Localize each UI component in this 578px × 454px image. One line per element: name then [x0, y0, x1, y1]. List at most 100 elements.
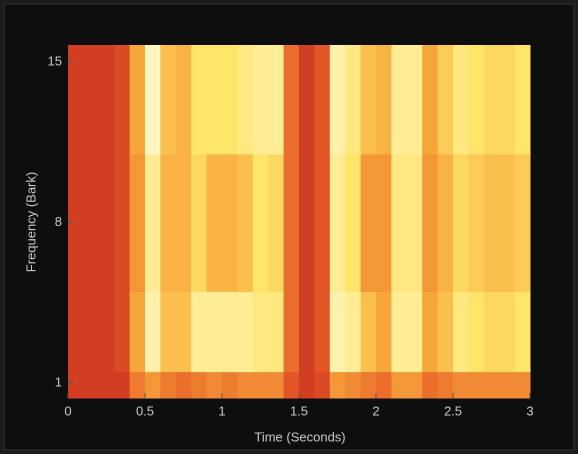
heat-cell: [207, 45, 223, 154]
heat-cell: [145, 291, 161, 372]
heat-cell: [145, 45, 161, 154]
heat-cell: [253, 45, 269, 154]
heat-cell: [407, 291, 423, 372]
heat-cell: [83, 291, 99, 372]
heat-cell: [422, 291, 438, 372]
heat-cell: [114, 45, 130, 154]
x-tick-label: 1.5: [290, 403, 308, 418]
heat-cell: [314, 372, 330, 399]
heat-cell: [299, 45, 315, 154]
heat-cell: [484, 154, 500, 292]
heat-cell: [314, 45, 330, 154]
heat-cell: [207, 372, 223, 399]
heat-cell: [499, 45, 515, 154]
heat-cell: [391, 291, 407, 372]
heat-cell: [468, 45, 484, 154]
heat-cell: [160, 154, 176, 292]
heat-cell: [515, 372, 531, 399]
heat-cell: [330, 291, 346, 372]
y-axis-label: Frequency (Bark): [23, 172, 38, 272]
heat-cell: [284, 372, 300, 399]
heat-cell: [407, 372, 423, 399]
heat-cell: [191, 45, 207, 154]
heat-cell: [422, 372, 438, 399]
y-tick-label: 1: [55, 375, 62, 390]
heat-cell: [468, 372, 484, 399]
heat-cell: [268, 291, 284, 372]
heat-cell: [499, 291, 515, 372]
heat-cell: [422, 45, 438, 154]
y-tick-label: 8: [55, 214, 62, 229]
heat-cell: [222, 45, 238, 154]
heat-cell: [191, 291, 207, 372]
heat-cell: [438, 45, 454, 154]
heat-cell: [145, 372, 161, 399]
heat-cell: [330, 154, 346, 292]
heat-cell: [176, 291, 192, 372]
heat-cell: [407, 45, 423, 154]
heat-cell: [376, 45, 392, 154]
heat-cell: [237, 45, 253, 154]
heat-cell: [345, 154, 361, 292]
heat-cell: [68, 45, 84, 154]
heat-cell: [268, 45, 284, 154]
heat-cell: [99, 154, 115, 292]
x-tick-label: 3: [526, 403, 533, 418]
heat-cell: [468, 154, 484, 292]
heat-cell: [361, 291, 377, 372]
heat-cell: [237, 291, 253, 372]
heat-cell: [176, 154, 192, 292]
heat-cell: [237, 372, 253, 399]
heat-cell: [268, 372, 284, 399]
heat-cell: [438, 154, 454, 292]
heat-cell: [345, 372, 361, 399]
heat-cell: [468, 291, 484, 372]
heat-cell: [515, 291, 531, 372]
heat-cell: [83, 372, 99, 399]
heat-cell: [222, 154, 238, 292]
heat-cell: [499, 372, 515, 399]
heat-cell: [422, 154, 438, 292]
heat-cell: [345, 45, 361, 154]
heat-cell: [253, 291, 269, 372]
heat-cell: [515, 45, 531, 154]
heat-cell: [438, 291, 454, 372]
heat-cell: [114, 154, 130, 292]
heat-cell: [499, 154, 515, 292]
heat-cell: [391, 372, 407, 399]
heat-cell: [284, 291, 300, 372]
heat-cell: [361, 154, 377, 292]
heat-cell: [391, 154, 407, 292]
heat-cell: [145, 154, 161, 292]
heat-cell: [191, 372, 207, 399]
heat-cell: [407, 154, 423, 292]
chart: Time (Seconds) Frequency (Bark) 00.511.5…: [0, 0, 578, 454]
heat-cell: [299, 291, 315, 372]
heat-cell: [83, 45, 99, 154]
heat-cell: [83, 154, 99, 292]
heat-cell: [114, 372, 130, 399]
heat-cell: [114, 291, 130, 372]
heat-cell: [314, 154, 330, 292]
heat-cell: [484, 291, 500, 372]
heat-cell: [253, 372, 269, 399]
heat-cell: [484, 372, 500, 399]
heat-cell: [160, 291, 176, 372]
heat-cell: [207, 291, 223, 372]
x-tick-label: 2: [372, 403, 379, 418]
heat-cell: [253, 154, 269, 292]
heat-cell: [438, 372, 454, 399]
heat-cell: [376, 372, 392, 399]
heat-cell: [130, 45, 146, 154]
y-tick-label: 15: [48, 54, 62, 69]
heat-cell: [130, 291, 146, 372]
x-tick-label: 1: [218, 403, 225, 418]
heat-cell: [484, 45, 500, 154]
heat-cell: [453, 372, 469, 399]
x-tick-label: 0: [64, 403, 71, 418]
heat-cell: [237, 154, 253, 292]
heat-cell: [391, 45, 407, 154]
heat-cell: [222, 291, 238, 372]
heat-cell: [376, 154, 392, 292]
heat-cell: [176, 45, 192, 154]
